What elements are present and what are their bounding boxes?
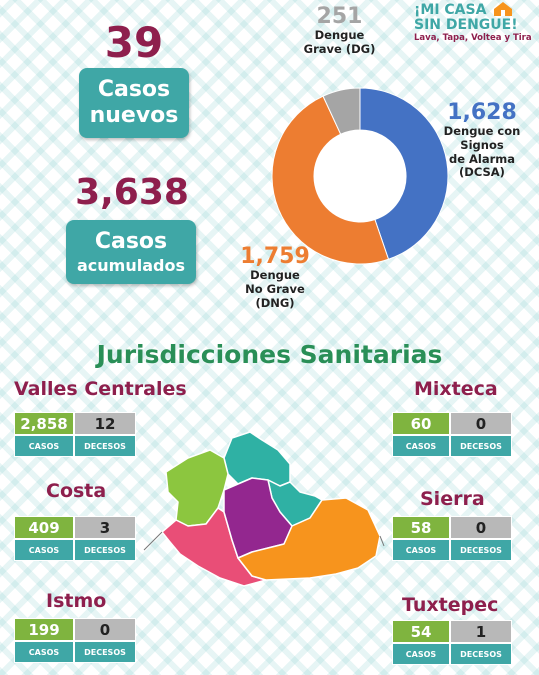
jur-name-valles: Valles Centrales <box>14 378 187 400</box>
valles-cases-label: CASOS <box>14 435 74 457</box>
sierra-deaths: 0 <box>450 516 512 539</box>
label-dcsa-line2: Signos <box>460 137 504 152</box>
tuxtepec-deaths: 1 <box>450 620 512 643</box>
label-dcsa-line3: de Alarma <box>448 151 516 166</box>
mixteca-deaths: 0 <box>450 412 512 435</box>
label-dng-line2: No Grave <box>245 281 305 296</box>
label-dg: 251 Dengue Grave (DG) <box>292 4 387 57</box>
istmo-deaths-label: DECESOS <box>74 641 136 663</box>
label-dcsa-value: 1,628 <box>447 100 517 125</box>
sierra-deaths-label: DECESOS <box>450 539 512 561</box>
stat-tuxtepec: 54 1 CASOS DECESOS <box>392 620 512 665</box>
total-cases-label-1: Casos <box>94 229 168 255</box>
label-dcsa-line4: (DCSA) <box>459 165 505 180</box>
costa-cases: 409 <box>14 516 74 539</box>
jur-name-istmo: Istmo <box>46 590 107 612</box>
tuxtepec-cases: 54 <box>392 620 450 643</box>
slice-dng <box>271 95 390 265</box>
label-dcsa: 1,628 Dengue con Signos de Alarma (DCSA) <box>432 100 532 180</box>
costa-deaths-label: DECESOS <box>74 539 136 561</box>
jur-name-sierra: Sierra <box>420 488 485 510</box>
label-dng-line1: Dengue <box>250 268 300 282</box>
tuxtepec-deaths-label: DECESOS <box>450 643 512 665</box>
istmo-cases: 199 <box>14 618 74 641</box>
region-outline <box>143 531 385 551</box>
label-dng: 1,759 Dengue No Grave (DNG) <box>230 244 320 310</box>
tuxtepec-cases-label: CASOS <box>392 643 450 665</box>
sierra-cases: 58 <box>392 516 450 539</box>
stat-mixteca: 60 0 CASOS DECESOS <box>392 412 512 457</box>
section-title: Jurisdicciones Sanitarias <box>96 340 443 369</box>
total-cases-value: 3,638 <box>75 172 189 213</box>
costa-cases-label: CASOS <box>14 539 74 561</box>
stat-sierra: 58 0 CASOS DECESOS <box>392 516 512 561</box>
label-dcsa-line1: Dengue con <box>443 124 521 138</box>
jur-name-tuxtepec: Tuxtepec <box>402 594 499 616</box>
stat-costa: 409 3 CASOS DECESOS <box>14 516 136 561</box>
label-dng-value: 1,759 <box>240 244 310 269</box>
istmo-cases-label: CASOS <box>14 641 74 663</box>
brand-tagline: Lava, Tapa, Voltea y Tira <box>414 33 532 44</box>
sierra-cases-label: CASOS <box>392 539 450 561</box>
valles-deaths: 12 <box>74 412 136 435</box>
brand-line1: ¡MI CASA <box>414 2 487 18</box>
istmo-deaths: 0 <box>74 618 136 641</box>
new-cases-value: 39 <box>104 18 164 67</box>
stat-istmo: 199 0 CASOS DECESOS <box>14 618 136 663</box>
new-cases-label-2: nuevos <box>89 103 179 128</box>
mixteca-deaths-label: DECESOS <box>450 435 512 457</box>
label-dg-line2: Grave (DG) <box>303 41 376 56</box>
stat-valles: 2,858 12 CASOS DECESOS <box>14 412 136 457</box>
label-dg-value: 251 <box>316 4 363 29</box>
valles-deaths-label: DECESOS <box>74 435 136 457</box>
jur-name-costa: Costa <box>46 480 107 502</box>
region-istmo <box>237 497 381 581</box>
label-dng-line3: (DNG) <box>255 295 295 310</box>
label-dg-line1: Dengue <box>314 28 365 42</box>
jur-name-mixteca: Mixteca <box>414 378 498 400</box>
new-cases-box: Casos nuevos <box>79 68 189 138</box>
brand-logo: ¡MI CASA SIN DENGUE! Lava, Tapa, Voltea … <box>414 3 539 43</box>
new-cases-label-1: Casos <box>97 76 171 102</box>
costa-deaths: 3 <box>74 516 136 539</box>
total-cases-box: Casos acumulados <box>66 220 196 284</box>
dengue-donut-chart <box>271 87 449 265</box>
mixteca-cases-label: CASOS <box>392 435 450 457</box>
house-icon <box>492 0 514 22</box>
oaxaca-map <box>143 431 385 587</box>
valles-cases: 2,858 <box>14 412 74 435</box>
brand-line2: SIN DENGUE! <box>414 16 518 33</box>
total-cases-label-2: acumulados <box>77 255 185 275</box>
donut-hole <box>314 130 406 222</box>
mixteca-cases: 60 <box>392 412 450 435</box>
